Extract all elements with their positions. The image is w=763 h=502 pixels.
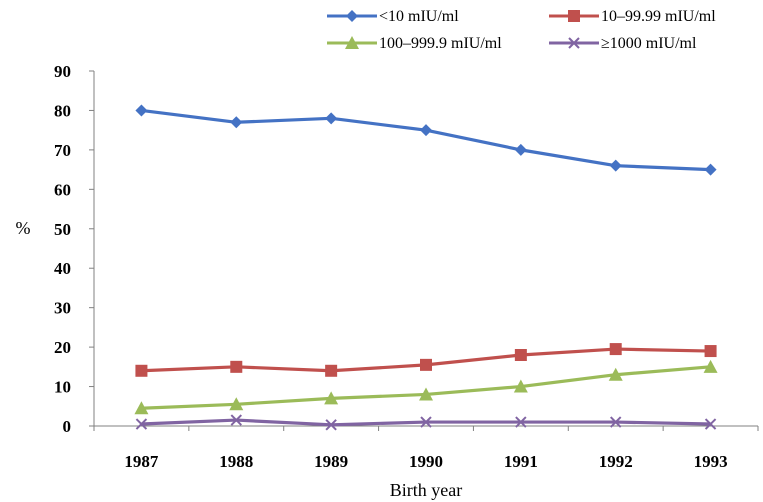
data-point — [608, 367, 623, 381]
data-point — [513, 379, 528, 393]
legend-swatch-marker — [568, 37, 580, 49]
data-point — [420, 124, 432, 137]
series-1 — [135, 104, 717, 176]
x-tick-label: 1988 — [219, 452, 253, 471]
x-axis-label: Birth year — [390, 480, 462, 500]
data-point — [704, 345, 717, 358]
data-point — [704, 163, 717, 176]
y-tick-label: 90 — [54, 62, 71, 81]
axes: 0 10 20 30 40 50 60 70 80 90 1987 1988 1989 1990 1991 1… — [54, 62, 759, 471]
y-tick-label: 40 — [54, 259, 71, 278]
y-tick-label: 70 — [54, 141, 71, 160]
y-tick-label: 60 — [54, 180, 71, 199]
data-point — [230, 414, 242, 426]
y-axis-label: % — [16, 218, 31, 238]
legend-swatch-marker — [345, 36, 359, 49]
data-point — [704, 418, 717, 430]
data-point — [230, 116, 243, 129]
y-tick-label: 20 — [54, 338, 71, 357]
legend-label: 100–999.9 mIU/ml — [379, 35, 502, 52]
series-group — [134, 104, 718, 431]
x-tick-label: 1989 — [314, 452, 348, 471]
x-tick-label: 1990 — [409, 452, 443, 471]
x-tick-label: 1992 — [599, 452, 633, 471]
data-point — [515, 416, 527, 428]
x-tick-label: 1991 — [504, 452, 538, 471]
legend-label: <10 mIU/ml — [379, 8, 459, 25]
data-point — [609, 159, 622, 172]
series-3 — [134, 359, 718, 415]
data-point — [135, 364, 148, 377]
data-point — [134, 401, 149, 415]
legend-item: ≥1000 mIU/ml — [549, 35, 697, 52]
y-tick-label: 10 — [54, 378, 71, 397]
data-point — [610, 416, 622, 428]
series-4 — [135, 414, 717, 431]
data-point — [325, 112, 338, 125]
y-tick-label: 0 — [63, 417, 72, 436]
data-point — [420, 358, 432, 371]
data-point — [420, 416, 432, 428]
legend: <10 mIU/ml 10–99.99 mIU/ml 100–999.9 mIU/m… — [327, 8, 716, 52]
data-point — [229, 397, 244, 411]
y-tick-label: 50 — [54, 220, 71, 239]
legend-item: 10–99.99 mIU/ml — [549, 8, 716, 25]
data-point — [609, 343, 622, 356]
legend-swatch-marker — [346, 10, 358, 22]
series-2 — [135, 343, 717, 377]
legend-item: 100–999.9 mIU/ml — [327, 35, 502, 52]
data-point — [324, 391, 339, 405]
legend-swatch-marker — [568, 10, 580, 22]
data-point — [230, 360, 243, 373]
data-point — [325, 364, 338, 377]
y-tick-label: 30 — [54, 299, 71, 318]
legend-label: 10–99.99 mIU/ml — [601, 8, 716, 25]
data-point — [514, 349, 527, 361]
data-point — [514, 143, 527, 156]
legend-label: ≥1000 mIU/ml — [601, 35, 697, 52]
y-tick-label: 80 — [54, 101, 71, 120]
data-point — [135, 418, 148, 430]
data-point — [135, 104, 148, 117]
data-point — [325, 419, 337, 431]
data-point — [419, 387, 433, 401]
x-tick-label: 1993 — [694, 452, 728, 471]
data-point — [703, 359, 718, 373]
series-line — [141, 108, 711, 172]
x-tick-label: 1987 — [124, 452, 159, 471]
legend-item: <10 mIU/ml — [327, 8, 459, 25]
